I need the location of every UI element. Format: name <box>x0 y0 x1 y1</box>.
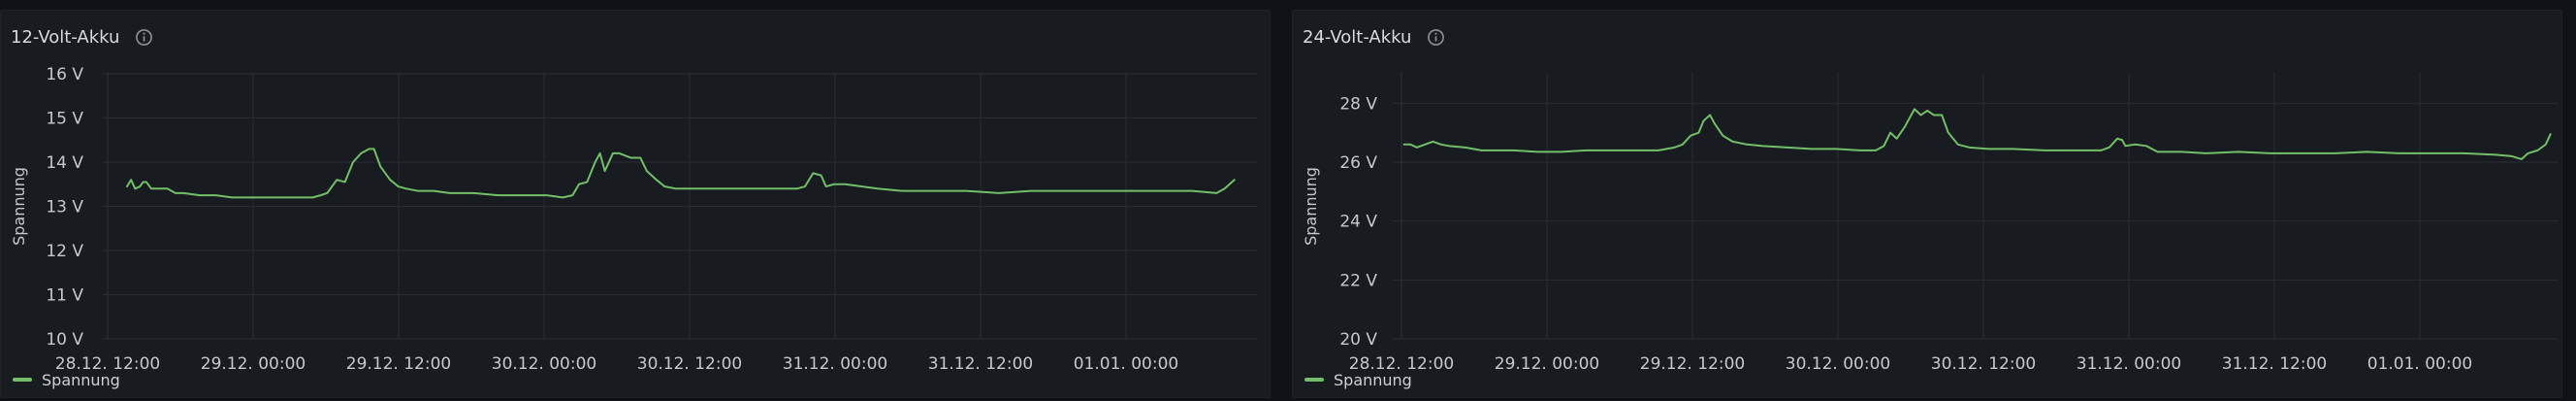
y-tick-label: 16 V <box>46 65 83 84</box>
panel-24-volt-akku[interactable]: 20 V 22 V 24 V 26 V 28 V 28.12. 12:00 29.12. 0… <box>1292 10 2562 398</box>
panel-12-volt-akku[interactable]: 10 V 11 V 12 V 13 V 14 V 15 V 16 V 28.12. 12:00… <box>0 10 1271 398</box>
panel-header-12-volt-akku: 12-Volt-Akku <box>11 22 153 51</box>
info-icon[interactable] <box>135 28 153 47</box>
y-tick-label: 12 V <box>46 242 83 261</box>
y-axis-label: Spannung <box>1302 167 1320 246</box>
x-tick-label: 30.12. 00:00 <box>1786 354 1890 374</box>
x-tick-label: 30.12. 12:00 <box>637 354 742 374</box>
series-line-spannung[interactable] <box>125 148 1236 199</box>
x-tick-label: 29.12. 00:00 <box>201 354 306 374</box>
legend-12-volt-akku[interactable]: Spannung <box>13 367 120 392</box>
y-tick-label: 20 V <box>1339 330 1377 350</box>
legend-24-volt-akku[interactable]: Spannung <box>1304 367 1412 392</box>
y-axis-label: Spannung <box>10 167 28 246</box>
legend-label[interactable]: Spannung <box>1334 370 1412 389</box>
legend-swatch <box>1304 378 1324 382</box>
series-line-spannung[interactable] <box>1402 108 2552 160</box>
x-tick-label: 29.12. 00:00 <box>1495 354 1599 374</box>
panel-title-12-volt-akku[interactable]: 12-Volt-Akku <box>11 26 120 48</box>
y-tick-label: 14 V <box>46 153 83 173</box>
x-tick-label: 28.12. 12:00 <box>55 354 160 374</box>
x-tick-label: 31.12. 00:00 <box>2077 354 2181 374</box>
y-tick-label: 28 V <box>1339 94 1377 114</box>
info-icon[interactable] <box>1427 28 1445 47</box>
y-tick-label: 11 V <box>46 286 83 306</box>
y-tick-label: 24 V <box>1339 213 1377 232</box>
y-tick-label: 26 V <box>1339 153 1377 173</box>
y-tick-label: 22 V <box>1339 271 1377 290</box>
legend-swatch <box>13 378 32 382</box>
panel-header-24-volt-akku: 24-Volt-Akku <box>1303 22 1445 51</box>
x-tick-label: 01.01. 00:00 <box>1074 354 1178 374</box>
x-tick-label: 29.12. 12:00 <box>1640 354 1745 374</box>
y-tick-label: 15 V <box>46 110 83 129</box>
panel-title-24-volt-akku[interactable]: 24-Volt-Akku <box>1303 26 1412 48</box>
x-tick-label: 31.12. 12:00 <box>2222 354 2327 374</box>
x-tick-label: 01.01. 00:00 <box>2367 354 2472 374</box>
x-tick-label: 30.12. 12:00 <box>1931 354 2036 374</box>
x-tick-label: 31.12. 12:00 <box>928 354 1033 374</box>
x-tick-label: 30.12. 00:00 <box>492 354 596 374</box>
y-tick-label: 10 V <box>46 330 83 350</box>
x-tick-label: 28.12. 12:00 <box>1349 354 1454 374</box>
chart-24-volt-akku: 20 V 22 V 24 V 26 V 28 V 28.12. 12:00 29.12. 0… <box>1302 72 2559 374</box>
x-tick-label: 31.12. 00:00 <box>783 354 887 374</box>
chart-12-volt-akku: 10 V 11 V 12 V 13 V 14 V 15 V 16 V 28.12. 12:00… <box>10 65 1257 374</box>
plot-area <box>1393 74 2559 339</box>
x-tick-label: 29.12. 12:00 <box>346 354 451 374</box>
y-tick-label: 13 V <box>46 198 83 217</box>
legend-label[interactable]: Spannung <box>42 370 120 389</box>
